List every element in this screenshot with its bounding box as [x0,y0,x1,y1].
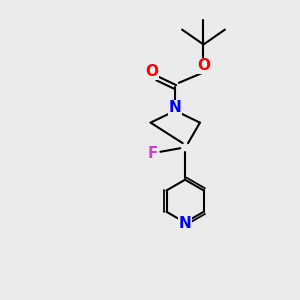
Text: O: O [197,58,210,74]
Text: O: O [145,64,158,79]
Text: N: N [169,100,182,115]
Text: F: F [147,146,158,161]
Text: N: N [179,216,191,231]
